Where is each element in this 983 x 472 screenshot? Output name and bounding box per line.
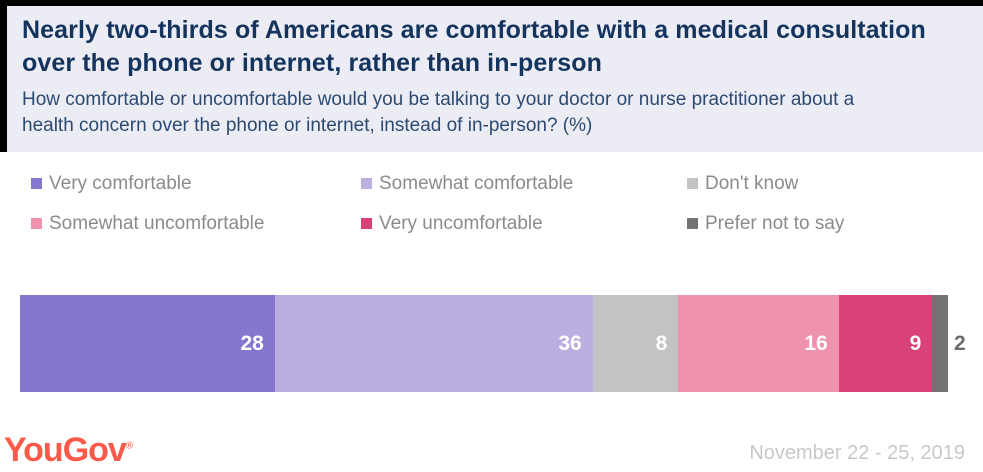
bar-value-label: 36 <box>558 331 582 355</box>
bar-value-label: 9 <box>909 331 922 355</box>
yougov-logo-text: YouGov <box>4 431 127 469</box>
legend-item-label: Somewhat uncomfortable <box>49 212 265 234</box>
bar-segment <box>932 295 949 392</box>
registered-trademark-icon: ® <box>125 440 134 452</box>
bar-value-label: 28 <box>240 331 264 355</box>
legend-item-label: Don't know <box>705 172 799 194</box>
chart-title: Nearly two-thirds of Americans are comfo… <box>22 16 926 77</box>
bar-value-label: 16 <box>804 331 828 355</box>
legend-swatch-icon <box>31 218 42 229</box>
legend-swatch-icon <box>361 178 372 189</box>
chart-subtitle: How comfortable or uncomfortable would y… <box>22 89 855 136</box>
bar-segment: 28 <box>20 295 275 392</box>
stacked-bar: 28 36 8 16 9 <box>20 295 949 392</box>
bar-segment: 8 <box>592 295 679 392</box>
date-range: November 22 - 25, 2019 <box>749 442 965 464</box>
legend-item: Prefer not to say <box>687 212 844 235</box>
legend-swatch-icon <box>361 218 372 229</box>
legend-item: Somewhat comfortable <box>361 172 687 195</box>
legend-item: Very comfortable <box>31 172 361 195</box>
bar-segment: 9 <box>838 295 933 392</box>
bar-segment: 36 <box>274 295 593 392</box>
legend-swatch-icon <box>31 178 42 189</box>
legend-item-label: Somewhat comfortable <box>379 172 574 194</box>
header: Nearly two-thirds of Americans are comfo… <box>0 0 983 152</box>
legend-item-label: Very uncomfortable <box>379 212 543 234</box>
legend-item: Somewhat uncomfortable <box>31 212 361 235</box>
legend-item: Very uncomfortable <box>361 212 687 235</box>
legend-swatch-icon <box>687 218 698 229</box>
bar-row: 28 36 8 16 9 2 <box>20 295 966 392</box>
bar-segment: 16 <box>678 295 839 392</box>
legend-item: Don't know <box>687 172 844 195</box>
legend-swatch-icon <box>687 178 698 189</box>
bar-outside-label: 2 <box>954 331 966 355</box>
legend: Very comfortable Somewhat comfortable Don'… <box>31 172 844 235</box>
legend-item-label: Very comfortable <box>49 172 192 194</box>
yougov-logo: YouGov® <box>4 431 133 470</box>
legend-item-label: Prefer not to say <box>705 212 845 234</box>
bar-value-label: 8 <box>655 331 668 355</box>
